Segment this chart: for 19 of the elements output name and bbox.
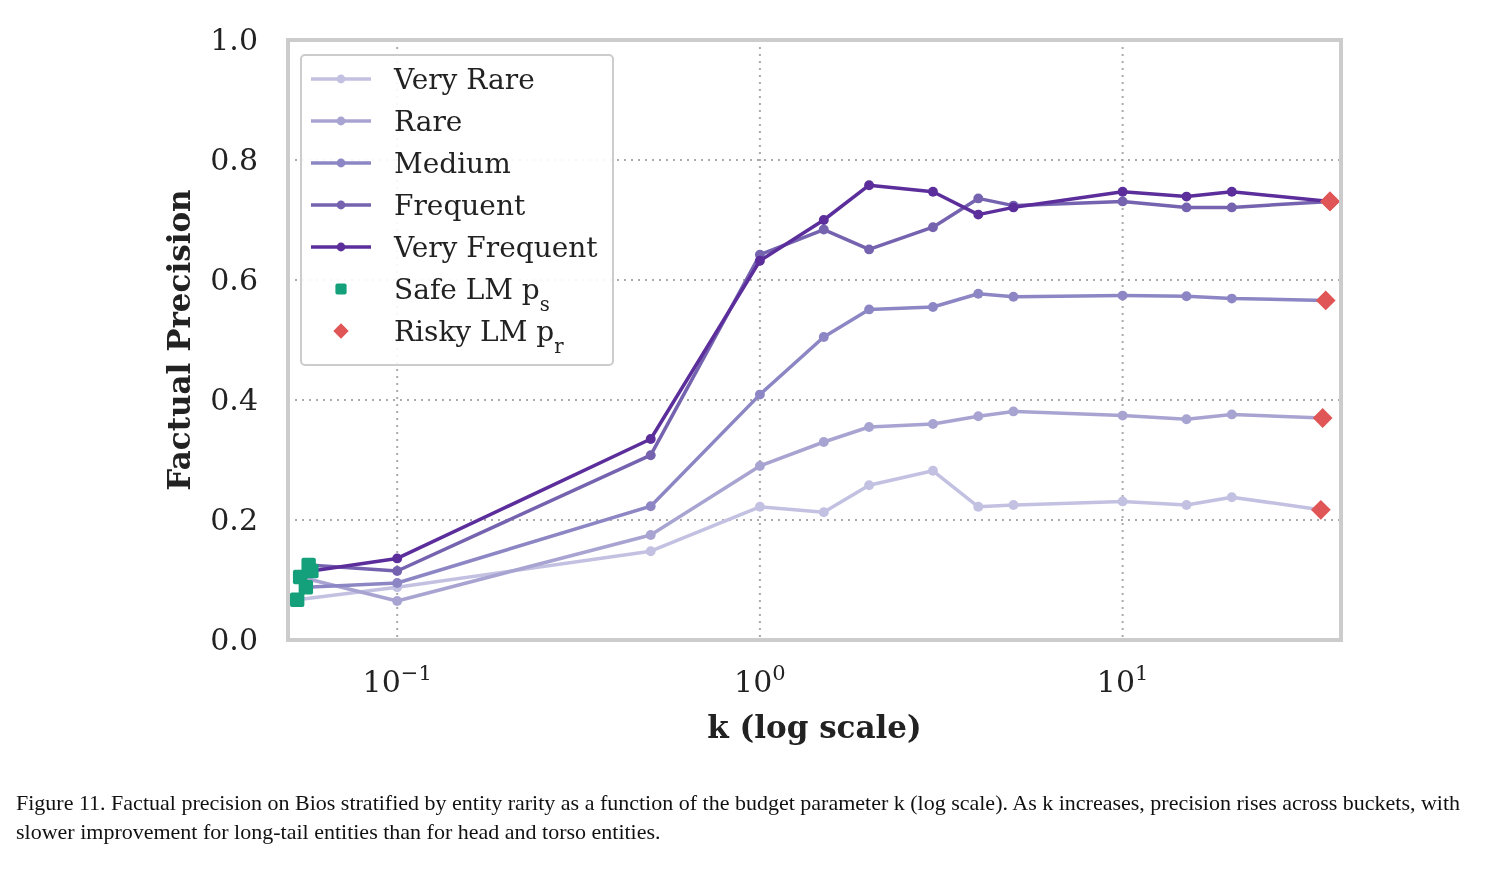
y-tick-label: 0.0	[210, 622, 258, 657]
y-tick-label: 0.4	[210, 382, 258, 417]
legend-label: Risky LM p$_{r}$	[394, 315, 565, 358]
legend-label: Medium	[394, 147, 511, 180]
y-tick-label: 0.8	[210, 142, 258, 177]
legend-label: Safe LM p$_{s}$	[394, 273, 550, 316]
legend-label: Frequent	[394, 189, 526, 222]
caption: Figure 11. Factual precision on Bios stratified by entity rarity as a function of the budget parameter k (log scale). As k increases, precision rises across buckets, with slower improvement for long-tail entities than for head and torso entities.	[16, 789, 1462, 846]
y-tick-label: 0.6	[210, 262, 258, 297]
legend-label: Very Frequent	[393, 231, 599, 264]
legend-label: Very Rare	[393, 63, 535, 96]
x-tick-label: 10$^{−1}$	[362, 661, 432, 699]
y-axis-title: Factual Precision	[161, 189, 197, 491]
y-tick-label: 0.2	[210, 502, 258, 537]
x-tick-label: 10$^{0}$	[734, 661, 786, 699]
legend-label: Rare	[394, 105, 463, 138]
x-axis-title: k (log scale)	[707, 709, 922, 745]
y-tick-label: 1.0	[210, 22, 258, 57]
x-tick-label: 10$^{1}$	[1096, 661, 1149, 699]
